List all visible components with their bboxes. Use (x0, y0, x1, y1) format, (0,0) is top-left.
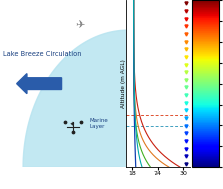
Text: ✈: ✈ (75, 20, 84, 30)
Polygon shape (23, 30, 128, 167)
Text: Lake: Lake (153, 174, 173, 183)
Text: ✦: ✦ (70, 121, 74, 126)
Text: Land: Land (41, 174, 62, 183)
FancyArrow shape (17, 74, 62, 94)
Point (64, 121, 67, 124)
Point (71, 131, 75, 134)
Text: Marine
Layer: Marine Layer (90, 118, 109, 129)
Y-axis label: Altitude (m AGL): Altitude (m AGL) (121, 59, 126, 108)
Text: Lake Breeze Circulation: Lake Breeze Circulation (2, 50, 81, 57)
Point (79, 121, 83, 124)
